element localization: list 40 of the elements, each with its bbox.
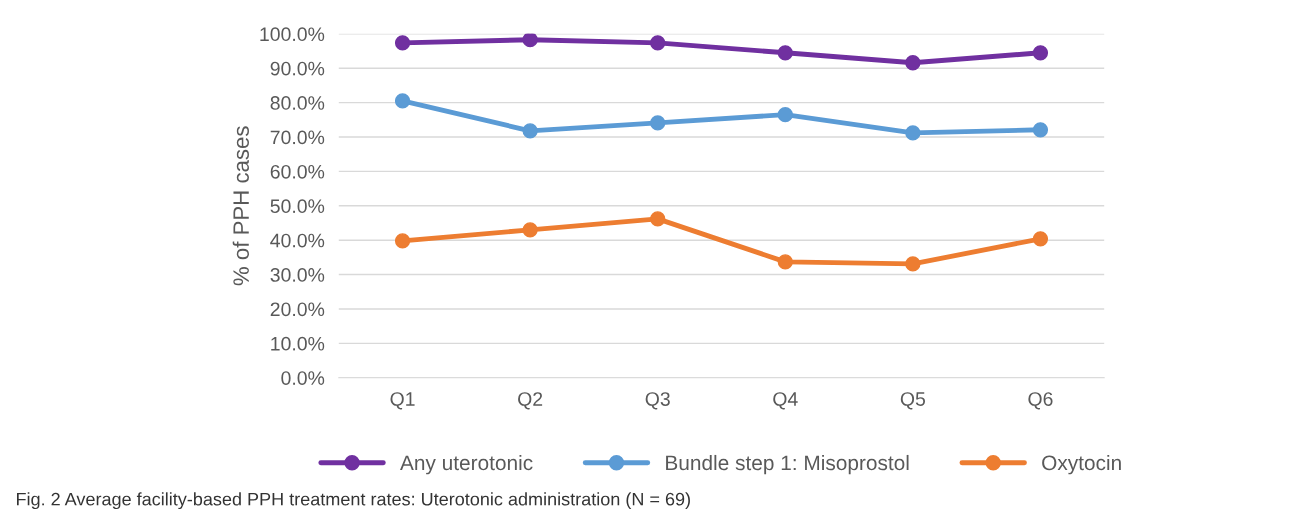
point bbox=[905, 55, 921, 71]
y-tick-label: 0.0% bbox=[281, 371, 325, 385]
x-tick-label: Q3 bbox=[645, 392, 670, 410]
y-tick-label: 50.0% bbox=[270, 199, 325, 214]
x-tick-label: Q4 bbox=[773, 392, 798, 410]
point bbox=[777, 107, 793, 123]
point bbox=[522, 123, 538, 139]
x-tick-label: Q2 bbox=[518, 392, 543, 410]
caption: Fig. 2 Average facility-based PPH treatment rates: Uterotonic administration (N = 69) bbox=[17, 492, 690, 510]
y-tick-label: 10.0% bbox=[271, 336, 325, 351]
point bbox=[522, 222, 538, 238]
y-tick-label: 80.0% bbox=[270, 96, 325, 110]
point bbox=[394, 35, 411, 51]
x-tick-label: Q5 bbox=[900, 392, 926, 410]
y-tick-label: 40.0% bbox=[270, 233, 325, 248]
point bbox=[777, 254, 793, 270]
legend-label: Bundle step 1: Misoprostol bbox=[666, 454, 909, 475]
y-tick-label: 30.0% bbox=[270, 268, 325, 282]
y-tick-label: 70.0% bbox=[270, 130, 325, 145]
y-tick-label: 20.0% bbox=[270, 302, 325, 317]
legend-label: Oxytocin bbox=[1042, 454, 1121, 475]
point bbox=[522, 33, 538, 48]
point bbox=[1032, 45, 1049, 61]
y-axis-title: % of PPH cases bbox=[232, 126, 249, 286]
point bbox=[1032, 122, 1049, 138]
point bbox=[1032, 231, 1049, 247]
point bbox=[777, 45, 793, 61]
point bbox=[650, 35, 666, 51]
y-tick-label: 100.0% bbox=[260, 27, 325, 42]
legend-label: Any uterotonic bbox=[400, 454, 533, 475]
point bbox=[905, 125, 921, 141]
point bbox=[650, 115, 666, 131]
point bbox=[394, 93, 411, 109]
x-tick-label: Q6 bbox=[1028, 392, 1053, 410]
point bbox=[394, 233, 411, 249]
y-tick-label: 60.0% bbox=[270, 164, 325, 179]
point bbox=[650, 211, 666, 227]
point bbox=[905, 256, 921, 272]
y-tick-label: 90.0% bbox=[270, 61, 325, 76]
x-tick-label: Q1 bbox=[390, 392, 415, 410]
